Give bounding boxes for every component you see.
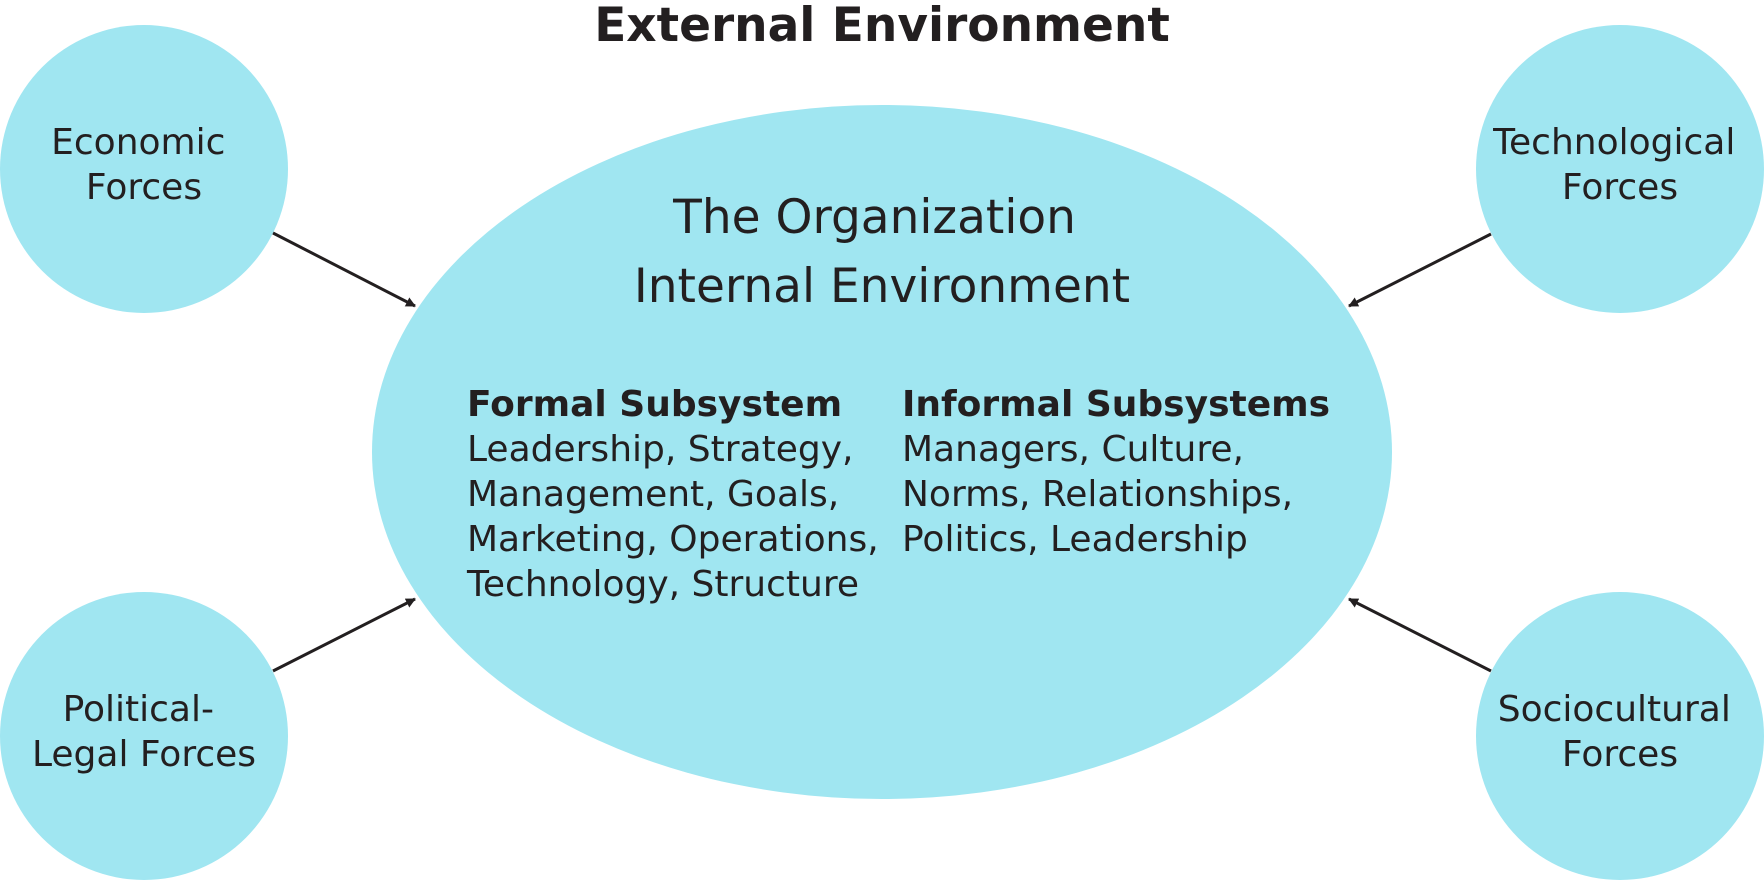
organization-ellipse xyxy=(372,105,1392,799)
formal-subsystem-line-4: Technology, Structure xyxy=(466,564,859,605)
technological-forces-line-1: Technological xyxy=(1492,122,1735,163)
sociocultural-forces-line-1: Sociocultural xyxy=(1498,689,1731,730)
political-legal-forces-label: Political- Legal Forces xyxy=(32,689,256,775)
organization-label: The Organization Internal Environment xyxy=(634,190,1130,314)
political-legal-forces-line-1: Political- xyxy=(63,689,214,730)
political-legal-forces-line-2: Legal Forces xyxy=(32,734,256,775)
sociocultural-forces-line-2: Forces xyxy=(1562,734,1678,775)
formal-subsystem-line-3: Marketing, Operations, xyxy=(467,519,879,560)
sociocultural-forces-arrow xyxy=(1348,597,1492,673)
diagram-title: External Environment xyxy=(594,0,1170,53)
sociocultural-forces-label: Sociocultural Forces xyxy=(1498,689,1743,775)
sociocultural-forces-circle xyxy=(1476,592,1764,880)
technological-forces-label: Technological Forces xyxy=(1492,122,1747,208)
political-legal-forces-arrow xyxy=(272,597,416,673)
technological-forces-line-2: Forces xyxy=(1562,167,1678,208)
technological-forces-arrow xyxy=(1348,232,1492,308)
economic-forces-arrow xyxy=(272,231,416,308)
formal-subsystem-line-1: Leadership, Strategy, xyxy=(467,429,853,470)
formal-subsystem: Formal Subsystem Leadership, Strategy, M… xyxy=(466,384,884,605)
formal-subsystem-line-2: Management, Goals, xyxy=(467,474,839,515)
informal-subsystems-heading: Informal Subsystems xyxy=(902,384,1330,425)
economic-forces-line-2: Forces xyxy=(86,167,202,208)
organization-line-2: Internal Environment xyxy=(634,259,1130,314)
formal-subsystem-heading: Formal Subsystem xyxy=(467,384,842,425)
economic-forces-label: Economic Forces xyxy=(51,122,237,208)
economic-forces-line-1: Economic xyxy=(51,122,225,163)
informal-subsystems-line-3: Politics, Leadership xyxy=(902,519,1248,560)
informal-subsystems: Informal Subsystems Managers, Culture, N… xyxy=(902,384,1335,560)
economic-forces-circle xyxy=(0,25,288,313)
technological-forces-circle xyxy=(1476,25,1764,313)
informal-subsystems-line-2: Norms, Relationships, xyxy=(902,474,1293,515)
organization-line-1: The Organization xyxy=(672,190,1076,245)
informal-subsystems-line-1: Managers, Culture, xyxy=(902,429,1244,470)
political-legal-forces-circle xyxy=(0,592,288,880)
